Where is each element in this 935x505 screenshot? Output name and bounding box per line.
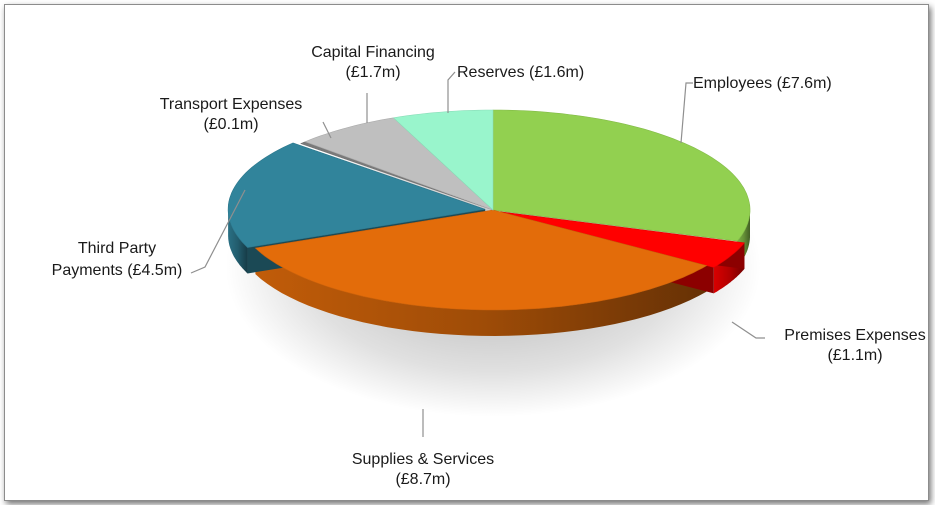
- label-capital-line1: Capital Financing: [311, 44, 435, 61]
- chart-frame: Employees (£7.6m) Premises Expenses (£1.…: [4, 4, 929, 501]
- leader-third-party: [190, 189, 246, 274]
- pie-slice-capital-financing: [304, 117, 494, 211]
- leader-premises: [731, 321, 765, 339]
- pie-slice-supplies-services: [254, 209, 708, 311]
- leader-lines: [190, 71, 765, 437]
- label-transport-line1: Transport Expenses: [160, 96, 303, 113]
- label-reserves: Reserves (£1.6m): [457, 64, 584, 81]
- label-premises-line2: (£1.1m): [827, 347, 882, 364]
- label-third-party-line1: Third Party: [78, 240, 156, 257]
- pie-slice-employees: [492, 109, 751, 242]
- leader-reserves: [447, 71, 456, 113]
- label-third-party-line2: Payments (£4.5m): [52, 262, 183, 279]
- label-premises-line1: Premises Expenses: [784, 327, 925, 344]
- pie-slice-reserves: [392, 109, 494, 211]
- label-capital-line2: (£1.7m): [345, 64, 400, 81]
- pie-slice-transport-expenses: [300, 141, 494, 211]
- label-employees: Employees (£7.6m): [693, 75, 832, 92]
- label-supplies-line1: Supplies & Services: [352, 451, 494, 468]
- leader-transport: [322, 121, 332, 139]
- pie-slice-premises-expenses: [500, 211, 746, 268]
- leader-employees: [680, 82, 693, 144]
- pie-chart: Employees (£7.6m) Premises Expenses (£1.…: [52, 44, 926, 488]
- pie-side-third-party-payments: [228, 209, 248, 274]
- label-transport-line2: (£0.1m): [203, 116, 258, 133]
- label-supplies-line2: (£8.7m): [395, 471, 450, 488]
- pie-tops: [227, 109, 751, 311]
- pie-slice-third-party-payments: [227, 142, 486, 248]
- pie-side-supplies-services: [255, 248, 707, 336]
